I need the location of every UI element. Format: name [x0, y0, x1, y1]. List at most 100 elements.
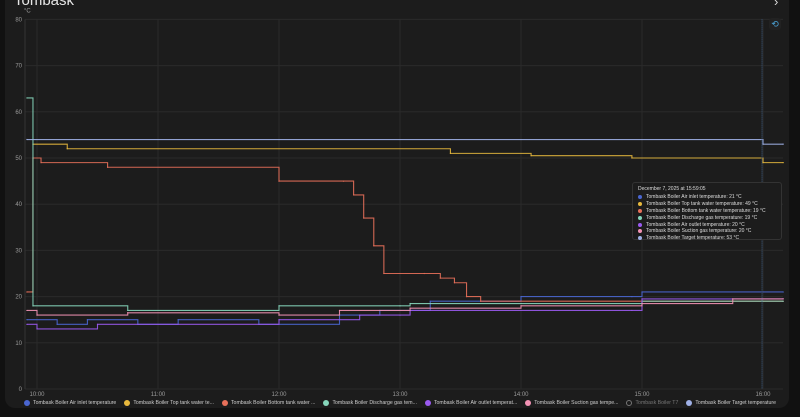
- legend-item[interactable]: Tombask Boiler Target temperature: [686, 400, 776, 406]
- tooltip-row: Tombask Boiler Bottom tank water tempera…: [638, 208, 776, 215]
- data-point: [641, 298, 643, 300]
- data-point: [36, 328, 38, 330]
- data-point: [278, 180, 280, 182]
- y-tick-label: 80: [15, 17, 22, 23]
- series-color-dot: [638, 229, 642, 234]
- data-point: [32, 305, 34, 307]
- data-point: [399, 314, 401, 316]
- legend-item[interactable]: Tombask Boiler T7: [626, 400, 678, 406]
- x-tick-label: 14:00: [513, 392, 529, 398]
- tooltip-row-text: Tombask Boiler Target temperature: 53 °C: [646, 235, 740, 242]
- legend-color-dot: [626, 400, 633, 406]
- y-tick-label: 70: [15, 64, 22, 70]
- x-tick-label: 15:00: [634, 392, 650, 398]
- x-tick-label: 10:00: [29, 392, 45, 398]
- data-point: [96, 323, 99, 325]
- chevron-right-icon[interactable]: ›: [774, 0, 779, 9]
- x-tick-label: 11:00: [151, 392, 166, 398]
- legend-color-dot: [323, 400, 330, 406]
- tooltip-row: Tombask Boiler Air inlet temperature: 21…: [638, 194, 776, 201]
- tooltip-row: Tombask Boiler Top tank water temperatur…: [638, 201, 776, 208]
- series-line: [26, 291, 784, 325]
- data-point: [26, 97, 28, 99]
- y-tick-label: 50: [15, 156, 22, 162]
- tooltip-row-text: Tombask Boiler Suction gas temperature: …: [646, 228, 752, 235]
- data-point: [631, 296, 633, 298]
- y-tick-label: 60: [15, 110, 22, 116]
- series-line: [32, 143, 784, 164]
- data-point: [353, 194, 355, 196]
- data-point: [423, 272, 425, 275]
- legend-item[interactable]: Tombask Boiler Bottom tank water ...: [221, 400, 315, 406]
- data-point: [530, 155, 532, 157]
- tooltip-row-text: Tombask Boiler Air inlet temperature: 21…: [646, 194, 742, 201]
- data-point: [782, 162, 784, 164]
- legend-item[interactable]: Tombask Boiler Air outlet temperat...: [424, 400, 517, 406]
- series-line: [26, 298, 784, 330]
- data-point: [409, 307, 411, 309]
- data-point: [520, 305, 522, 307]
- series-color-dot: [638, 202, 642, 207]
- y-tick-label: 40: [15, 202, 22, 208]
- series-color-dot: [638, 222, 642, 227]
- data-point: [26, 309, 28, 312]
- data-point: [782, 298, 784, 300]
- y-tick-label: 0: [19, 387, 23, 393]
- data-point: [409, 302, 411, 305]
- legend-color-dot: [24, 400, 30, 406]
- series-color-dot: [638, 236, 642, 241]
- series-line: [26, 138, 784, 145]
- tooltip-row-text: Tombask Boiler Bottom tank water tempera…: [646, 207, 766, 214]
- data-point: [338, 309, 341, 312]
- legend-item[interactable]: Tombask Boiler Top tank water te...: [124, 400, 214, 406]
- tooltip-title: December 7, 2025 at 15:59:05: [638, 186, 706, 192]
- data-point: [429, 300, 431, 302]
- reset-zoom-icon[interactable]: ⟲: [769, 18, 781, 30]
- data-point: [56, 323, 58, 325]
- data-point: [66, 148, 68, 150]
- data-point: [480, 300, 482, 302]
- series-line: [26, 97, 784, 312]
- data-point: [631, 157, 633, 159]
- series-color-dot: [638, 195, 642, 200]
- data-point: [399, 305, 401, 307]
- data-point: [465, 296, 468, 298]
- y-tick-label: 20: [15, 295, 22, 301]
- legend-label: Tombask Boiler Air inlet temperature: [33, 400, 117, 406]
- legend-label: Tombask Boiler Suction gas tempe...: [534, 400, 619, 406]
- data-point: [383, 272, 385, 275]
- x-tick-label: 13:00: [392, 392, 408, 398]
- x-tick-label: 12:00: [271, 392, 287, 398]
- legend-item[interactable]: Tombask Boiler Discharge gas tem...: [323, 400, 417, 406]
- legend-item[interactable]: Tombask Boiler Suction gas tempe...: [525, 400, 618, 406]
- tooltip-row: Tombask Boiler Air outlet temperature: 2…: [638, 221, 776, 228]
- series-line: [26, 298, 784, 316]
- legend-item[interactable]: Tombask Boiler Air inlet temperature: [24, 400, 116, 406]
- tooltip-row: Tombask Boiler Discharge gas temperature…: [638, 214, 776, 221]
- data-point: [127, 312, 129, 314]
- data-point: [520, 302, 522, 305]
- legend-color-dot: [424, 400, 431, 406]
- x-tick-label: 16:00: [755, 392, 771, 398]
- data-point: [782, 300, 784, 302]
- data-point: [278, 319, 280, 321]
- data-point: [631, 309, 633, 312]
- data-point: [106, 166, 109, 168]
- data-point: [373, 245, 375, 247]
- legend-color-dot: [221, 400, 228, 406]
- data-point: [520, 296, 522, 298]
- data-point: [453, 282, 456, 284]
- legend-label: Tombask Boiler Target temperature: [695, 400, 776, 406]
- legend-label: Tombask Boiler T7: [635, 400, 679, 406]
- legend-color-dot: [525, 400, 532, 406]
- chart-tooltip: December 7, 2025 at 15:59:05 Tombask Boi…: [632, 182, 782, 242]
- data-point: [359, 314, 361, 316]
- series-line: [26, 157, 784, 302]
- tooltip-row-text: Tombask Boiler Top tank water temperatur…: [646, 201, 758, 208]
- legend-color-dot: [686, 400, 693, 406]
- data-point: [26, 323, 28, 325]
- data-point: [641, 302, 643, 305]
- data-point: [439, 277, 441, 279]
- y-tick-label: 10: [15, 341, 22, 347]
